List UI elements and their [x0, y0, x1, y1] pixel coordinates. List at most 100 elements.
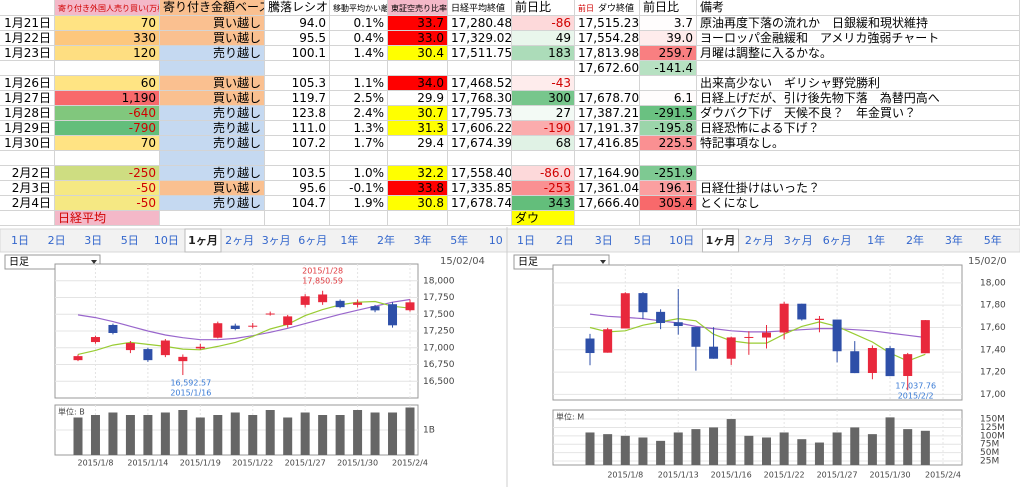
table-cell: 30.8 [388, 196, 448, 211]
period-tab[interactable]: 2年 [377, 233, 395, 247]
header-cell: 前日比 [512, 0, 575, 16]
volume-bar [178, 410, 188, 455]
period-tab[interactable]: 2ヶ月 [225, 234, 254, 247]
period-tab[interactable]: 3日 [595, 234, 613, 247]
cell-text: -640 [128, 106, 156, 120]
volume-bar [125, 415, 135, 455]
period-tab[interactable]: 1日 [11, 234, 29, 247]
table-cell: 0.1% [330, 16, 388, 31]
period-tab[interactable]: 10日 [669, 234, 694, 247]
candle-body [726, 337, 736, 359]
volume-bar [248, 415, 258, 455]
chart-date: 15/02/04 [440, 256, 485, 267]
period-tab[interactable]: 10 [489, 234, 503, 247]
cell-text: 移動平均かい離 [333, 4, 388, 13]
table-cell: 17,361.04 [575, 181, 640, 196]
table-cell: -251.9 [640, 166, 697, 181]
candle-body [90, 337, 100, 343]
cell-text: 17,164.90 [578, 166, 640, 180]
cell-text: 183 [548, 46, 571, 60]
table-cell: 日経上げだが、引け後先物下落 為替円高へ [697, 91, 1020, 106]
volume-bar [73, 417, 83, 455]
period-tab[interactable]: 2ヶ月 [745, 234, 774, 247]
volume-bar [691, 429, 701, 465]
table-cell: 売り越し [160, 121, 265, 136]
period-tab[interactable]: 5年 [984, 233, 1002, 247]
period-tab[interactable]: 3日 [84, 234, 102, 247]
candle-body [125, 343, 135, 351]
candle-body [903, 354, 913, 377]
table-cell: 32.2 [388, 166, 448, 181]
period-tab[interactable]: 1ヶ月 [706, 234, 736, 247]
period-tab[interactable]: 5年 [450, 233, 468, 247]
cell-text: 前日 [578, 4, 594, 13]
table-cell: 1月22日 [0, 31, 55, 46]
table-cell: 17,768.30 [448, 91, 512, 106]
y-tick-label: 17,500 [423, 310, 455, 320]
volume-bar [726, 419, 736, 465]
table-cell: 103.5 [265, 166, 330, 181]
table-cell: -640 [55, 106, 160, 121]
cell-text: 17,416.85 [578, 136, 640, 150]
table-cell: 107.2 [265, 136, 330, 151]
period-label[interactable]: 日足 [9, 256, 29, 268]
period-tab[interactable]: 2年 [906, 233, 924, 247]
low-note: 17,037.76 [895, 382, 936, 391]
period-tab[interactable]: 3ヶ月 [784, 234, 813, 247]
period-tab[interactable]: 1年 [867, 233, 885, 247]
footer-cell [448, 211, 512, 226]
tab-selected [702, 228, 739, 253]
table-cell: 買い越し [160, 76, 265, 91]
table-cell: -190 [512, 121, 575, 136]
cell-text: 特記事項なし。 [700, 136, 785, 150]
y-tick-label: 18,00 [980, 278, 1006, 288]
header-cell: 前日比 [640, 0, 697, 16]
period-tab[interactable]: 2日 [556, 234, 574, 247]
cell-text: 33.8 [417, 181, 444, 195]
period-tab[interactable]: 6ヶ月 [298, 234, 327, 247]
period-label[interactable]: 日足 [518, 256, 538, 268]
cell-text: 70 [140, 136, 156, 150]
cell-text: 103.5 [291, 166, 326, 180]
period-tab[interactable]: 5日 [634, 234, 652, 247]
period-tab[interactable]: 2日 [48, 234, 66, 247]
table-cell: -141.4 [640, 61, 697, 76]
table-cell [330, 151, 388, 166]
cell-text: 日経上げだが、引け後先物下落 為替円高へ [700, 91, 940, 105]
cell-text: 3.7 [673, 16, 693, 30]
period-tab[interactable]: 1ヶ月 [188, 234, 218, 247]
cell-text: 売り越し [212, 121, 261, 135]
table-cell: 3.7 [640, 16, 697, 31]
candle-body [108, 324, 118, 334]
cell-text: -250 [128, 166, 156, 180]
period-tab[interactable]: 3年 [414, 233, 432, 247]
volume-tick-label: 25M [980, 456, 999, 466]
table-cell: 日経仕掛けはいった？ [697, 181, 1020, 196]
period-tab[interactable]: 5日 [121, 234, 139, 247]
period-tab[interactable]: 3ヶ月 [262, 234, 291, 247]
cell-text: 売り越し [212, 166, 261, 180]
candle-body [656, 311, 666, 324]
period-tab[interactable]: 10日 [154, 234, 179, 247]
header-cell: 東証空売り比率 [388, 0, 448, 16]
y-tick-label: 17,60 [980, 323, 1006, 333]
cell-text: 330 [133, 31, 156, 45]
table-cell [640, 76, 697, 91]
candle-body [143, 349, 153, 361]
cell-text: 売り越し [212, 46, 261, 60]
candle-body [779, 303, 789, 333]
period-tab[interactable]: 1年 [340, 233, 358, 247]
cell-text: 買い越し [212, 181, 261, 195]
cell-text: 29.4 [417, 136, 444, 150]
period-tab[interactable]: 6ヶ月 [823, 234, 852, 247]
cell-text: 30.8 [417, 196, 444, 210]
cell-text: -141.4 [654, 61, 693, 75]
table-cell: 33.8 [388, 181, 448, 196]
volume-bar [585, 432, 595, 465]
table-cell: 300 [512, 91, 575, 106]
cell-text: -0.1% [349, 181, 384, 195]
table-cell [640, 151, 697, 166]
period-tab[interactable]: 1日 [517, 234, 535, 247]
cell-text: 0.4% [353, 31, 385, 45]
period-tab[interactable]: 3年 [945, 233, 963, 247]
